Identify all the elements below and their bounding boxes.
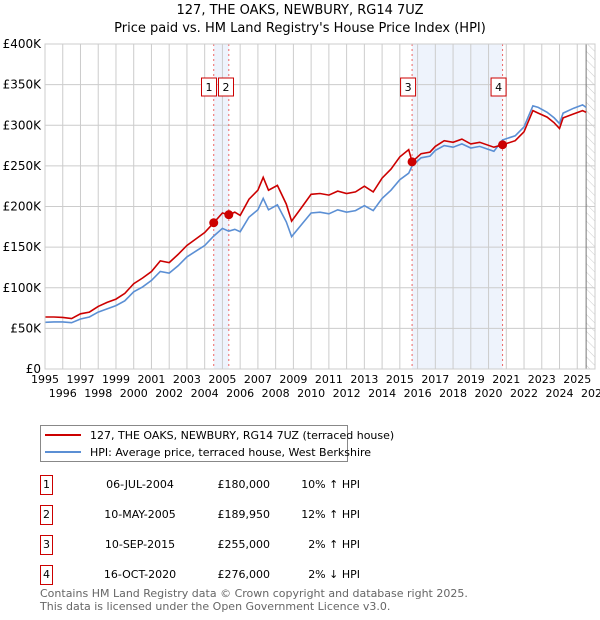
sale-label-number: 3 xyxy=(405,81,412,94)
sale-hpi-diff: 10% ↑ HPI xyxy=(301,478,360,491)
sale-number-badge: 3 xyxy=(40,535,53,555)
x-tick-label: 2009 xyxy=(279,373,307,386)
x-tick-label: 2021 xyxy=(492,373,520,386)
sale-label-number: 2 xyxy=(223,81,230,94)
sale-hpi-diff: 2% ↓ HPI xyxy=(308,568,360,581)
sale-number-badge: 4 xyxy=(40,565,53,585)
y-tick-label: £100K xyxy=(3,281,43,295)
chart-subtitle: Price paid vs. HM Land Registry's House … xyxy=(114,21,486,36)
x-tick-label: 2015 xyxy=(386,373,414,386)
footer-copyright: Contains HM Land Registry data © Crown c… xyxy=(40,587,468,600)
plot-border xyxy=(44,43,596,370)
x-tick-label: 2019 xyxy=(457,373,485,386)
table-row: 1 06-JUL-2004 £180,000 10% ↑ HPI xyxy=(40,475,540,495)
y-tick-label: £150K xyxy=(3,240,43,254)
legend-label-hpi: HPI: Average price, terraced house, West… xyxy=(90,445,372,459)
sale-label-border xyxy=(218,77,234,97)
sale-label-number: 4 xyxy=(495,81,502,94)
sale-price: £276,000 xyxy=(217,568,271,581)
x-tick-label: 1998 xyxy=(84,387,112,400)
sale-price: £255,000 xyxy=(217,538,271,551)
x-tick-label: 2000 xyxy=(120,387,148,400)
sale-price: £189,950 xyxy=(217,508,271,521)
legend: 127, THE OAKS, NEWBURY, RG14 7UZ (terrac… xyxy=(40,425,394,462)
sale-point xyxy=(498,140,508,150)
sale-label-border xyxy=(490,77,507,97)
y-tick-label: £0 xyxy=(26,362,41,376)
sale-point xyxy=(224,210,234,220)
x-tick-label: 2003 xyxy=(173,373,201,386)
x-tick-label: 2020 xyxy=(475,387,503,400)
sale-date: 10-MAY-2005 xyxy=(104,508,176,521)
sale-label-box: 4 xyxy=(490,77,507,97)
x-tick-label: 2025 xyxy=(563,373,591,386)
x-tick-label: 1995 xyxy=(31,373,59,386)
y-tick-label: £50K xyxy=(10,321,42,335)
sale-hpi-diff: 12% ↑ HPI xyxy=(301,508,360,521)
legend-swatch-blue xyxy=(45,451,81,453)
legend-swatch-red xyxy=(45,434,81,436)
sale-label-border xyxy=(201,77,217,97)
x-tick-label: 1999 xyxy=(102,373,130,386)
hpi-line xyxy=(44,104,587,324)
sale-date: 06-JUL-2004 xyxy=(106,478,174,491)
x-tick-label: 1997 xyxy=(66,373,94,386)
x-tick-label: 2008 xyxy=(262,387,290,400)
x-tick-label: 2022 xyxy=(510,387,538,400)
y-tick-label: £200K xyxy=(3,200,43,214)
table-row: 4 16-OCT-2020 £276,000 2% ↓ HPI xyxy=(40,565,540,585)
sale-number-badge: 2 xyxy=(40,505,53,525)
chart-title: 127, THE OAKS, NEWBURY, RG14 7UZ xyxy=(176,3,424,18)
x-tick-label: 2010 xyxy=(297,387,325,400)
sale-label-box: 1 xyxy=(201,77,217,97)
x-tick-label: 2001 xyxy=(137,373,165,386)
table-row: 2 10-MAY-2005 £189,950 12% ↑ HPI xyxy=(40,505,540,525)
x-tick-label: 2014 xyxy=(368,387,396,400)
x-tick-label: 2017 xyxy=(421,373,449,386)
legend-label-property: 127, THE OAKS, NEWBURY, RG14 7UZ (terrac… xyxy=(90,428,395,442)
sale-date: 16-OCT-2020 xyxy=(103,568,177,581)
x-tick-label: 2005 xyxy=(208,373,236,386)
x-tick-label: 2012 xyxy=(333,387,361,400)
x-tick-label: 2023 xyxy=(528,373,556,386)
y-tick-label: £400K xyxy=(3,37,43,51)
y-tick-label: £300K xyxy=(3,118,43,132)
sale-point xyxy=(407,157,417,167)
x-tick-label: 2016 xyxy=(404,387,432,400)
sale-price: £180,000 xyxy=(217,478,271,491)
x-tick-label: 2026 xyxy=(581,387,600,400)
price-chart: 1995199619971998199920002001200220032004… xyxy=(3,37,600,400)
sale-label-border xyxy=(400,77,417,97)
sale-hpi-diff: 2% ↑ HPI xyxy=(308,538,360,551)
x-tick-label: 2007 xyxy=(244,373,272,386)
x-tick-label: 2013 xyxy=(350,373,378,386)
x-tick-label: 2024 xyxy=(546,387,574,400)
x-tick-label: 2018 xyxy=(439,387,467,400)
x-tick-label: 1996 xyxy=(49,387,77,400)
legend-item-hpi: HPI: Average price, terraced house, West… xyxy=(45,444,371,460)
x-tick-label: 2002 xyxy=(155,387,183,400)
y-tick-label: £350K xyxy=(3,78,43,92)
table-row: 3 10-SEP-2015 £255,000 2% ↑ HPI xyxy=(40,535,540,555)
x-tick-label: 2006 xyxy=(226,387,254,400)
sale-point xyxy=(209,218,219,228)
legend-item-property: 127, THE OAKS, NEWBURY, RG14 7UZ (terrac… xyxy=(45,427,394,443)
sale-label-box: 3 xyxy=(400,77,417,97)
sale-date: 10-SEP-2015 xyxy=(104,538,176,551)
x-tick-label: 2011 xyxy=(315,373,343,386)
footer-licence: This data is licensed under the Open Gov… xyxy=(40,600,391,613)
sale-label-box: 2 xyxy=(218,77,234,97)
sale-number-badge: 1 xyxy=(40,475,53,495)
y-tick-label: £250K xyxy=(3,159,43,173)
sale-label-number: 1 xyxy=(206,81,213,94)
footer: Contains HM Land Registry data © Crown c… xyxy=(40,587,468,613)
x-tick-label: 2004 xyxy=(191,387,219,400)
